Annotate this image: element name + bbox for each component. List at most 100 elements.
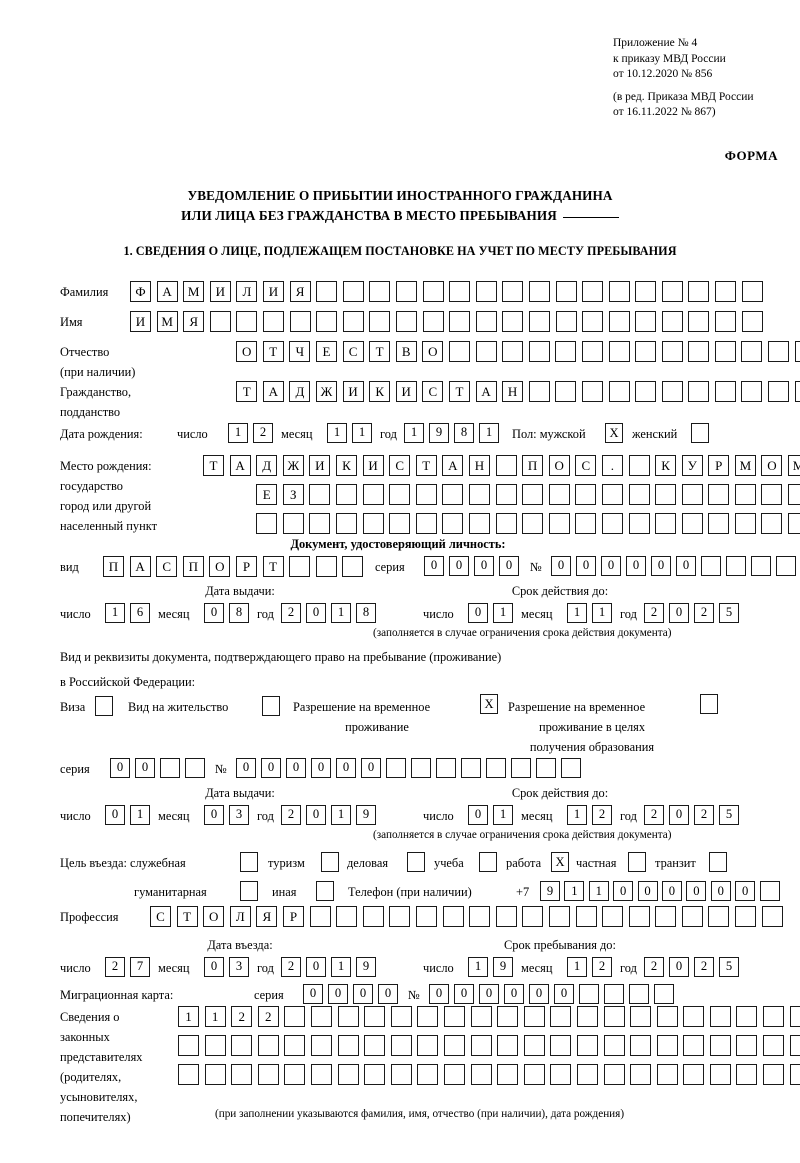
cell[interactable]: [683, 1006, 705, 1027]
cell[interactable]: [495, 455, 517, 476]
cell[interactable]: [443, 1064, 465, 1085]
cell[interactable]: Т: [448, 381, 470, 402]
cell[interactable]: [310, 1064, 332, 1085]
cell[interactable]: [608, 281, 630, 302]
cell[interactable]: Р: [282, 906, 304, 927]
cell[interactable]: А: [129, 556, 151, 577]
cell[interactable]: 5: [719, 805, 739, 825]
cell[interactable]: [497, 1035, 519, 1056]
cell[interactable]: [497, 1064, 519, 1085]
cell[interactable]: .: [601, 455, 623, 476]
cell[interactable]: [411, 758, 431, 778]
cell[interactable]: [654, 984, 674, 1004]
cell[interactable]: 9: [356, 957, 376, 977]
cell[interactable]: П: [103, 556, 124, 577]
cell[interactable]: [470, 1006, 492, 1027]
cell[interactable]: М: [788, 455, 800, 476]
cell[interactable]: [635, 341, 657, 362]
cell[interactable]: [630, 1035, 652, 1056]
cell[interactable]: [495, 513, 517, 534]
cell[interactable]: [701, 556, 721, 576]
cell[interactable]: [449, 311, 471, 332]
cell[interactable]: [603, 1035, 625, 1056]
cell[interactable]: [655, 484, 677, 505]
cell[interactable]: [468, 484, 490, 505]
cell[interactable]: Т: [369, 341, 391, 362]
cell[interactable]: [763, 1064, 785, 1085]
cell[interactable]: Л: [236, 281, 258, 302]
purpose-work-checkbox[interactable]: X: [551, 852, 569, 872]
purpose-study-checkbox[interactable]: [479, 852, 497, 872]
cell[interactable]: Ж: [282, 455, 304, 476]
cell[interactable]: 0: [735, 881, 756, 901]
cell[interactable]: О: [236, 341, 258, 362]
cell[interactable]: [715, 281, 737, 302]
cell[interactable]: 3: [229, 957, 249, 977]
cell[interactable]: [309, 906, 331, 927]
cell[interactable]: [386, 758, 406, 778]
cell[interactable]: [708, 513, 730, 534]
cell[interactable]: [628, 455, 650, 476]
cell[interactable]: И: [262, 281, 284, 302]
cell[interactable]: [741, 311, 763, 332]
cell[interactable]: [390, 1035, 412, 1056]
cell[interactable]: 8: [454, 423, 474, 443]
cell[interactable]: [337, 1006, 359, 1027]
cell[interactable]: 1: [404, 423, 424, 443]
cell[interactable]: [204, 1035, 226, 1056]
cell[interactable]: [575, 906, 597, 927]
cell[interactable]: Ч: [289, 341, 311, 362]
cell[interactable]: 1: [105, 603, 125, 623]
cell[interactable]: Е: [256, 484, 278, 505]
cell[interactable]: 0: [669, 805, 689, 825]
cell[interactable]: [336, 906, 358, 927]
cell[interactable]: 0: [601, 556, 621, 576]
cell[interactable]: [475, 311, 497, 332]
residence-permit-checkbox[interactable]: [262, 696, 280, 716]
cell[interactable]: С: [422, 381, 444, 402]
cell[interactable]: Т: [262, 341, 284, 362]
cell[interactable]: [390, 1064, 412, 1085]
cell[interactable]: [342, 556, 364, 577]
cell[interactable]: [608, 381, 630, 402]
cell[interactable]: 0: [669, 957, 689, 977]
cell[interactable]: О: [203, 906, 225, 927]
cell[interactable]: [582, 281, 604, 302]
cell[interactable]: [417, 1035, 439, 1056]
cell[interactable]: [389, 484, 411, 505]
cell[interactable]: А: [229, 455, 251, 476]
cell[interactable]: 0: [378, 984, 398, 1004]
cell[interactable]: Р: [708, 455, 730, 476]
cell[interactable]: [389, 513, 411, 534]
cell[interactable]: [364, 1006, 386, 1027]
cell[interactable]: [502, 281, 524, 302]
cell[interactable]: И: [342, 381, 364, 402]
cell[interactable]: 0: [429, 984, 449, 1004]
cell[interactable]: 0: [499, 556, 519, 576]
cell[interactable]: [561, 758, 581, 778]
cell[interactable]: [335, 484, 357, 505]
cell[interactable]: Н: [468, 455, 490, 476]
cell[interactable]: 2: [694, 957, 714, 977]
cell[interactable]: 0: [306, 957, 326, 977]
cell[interactable]: [497, 1006, 519, 1027]
cell[interactable]: [422, 311, 444, 332]
cell[interactable]: [550, 1064, 572, 1085]
cell[interactable]: [628, 484, 650, 505]
cell[interactable]: [468, 513, 490, 534]
cell[interactable]: [681, 484, 703, 505]
cell[interactable]: 0: [468, 805, 488, 825]
cell[interactable]: [523, 1035, 545, 1056]
cell[interactable]: [635, 281, 657, 302]
cell[interactable]: [442, 484, 464, 505]
cell[interactable]: [761, 484, 783, 505]
cell[interactable]: М: [156, 311, 178, 332]
cell[interactable]: [282, 513, 304, 534]
